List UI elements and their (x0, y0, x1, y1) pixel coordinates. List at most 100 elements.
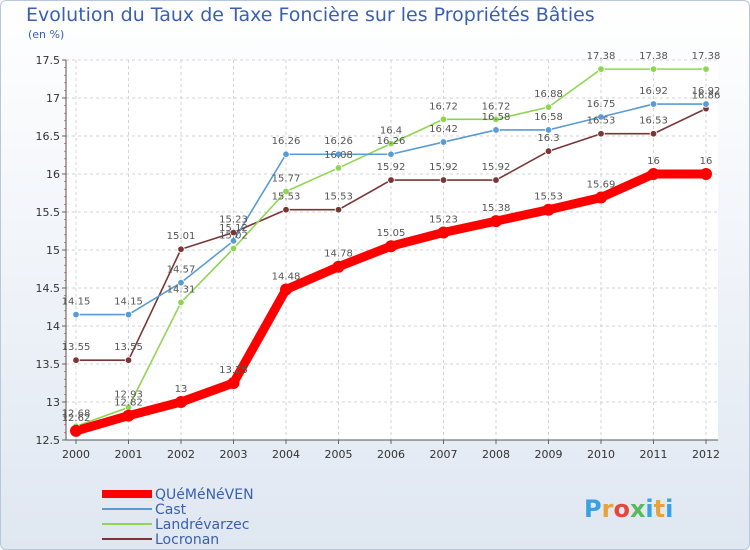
data-label: 17.38 (587, 51, 616, 62)
data-point (542, 203, 555, 216)
data-point (490, 215, 502, 228)
legend-label: QUéMéNéVEN (155, 487, 254, 503)
data-label: 16.4 (380, 126, 402, 137)
y-tick-label: 15 (46, 244, 60, 257)
x-tick-label: 2007 (430, 448, 458, 461)
x-tick-label: 2010 (587, 448, 615, 461)
x-tick-label: 2003 (220, 448, 248, 461)
data-label: 15.53 (534, 192, 563, 203)
x-tick-label: 2011 (640, 448, 668, 461)
data-label: 14.57 (167, 265, 196, 276)
data-point (647, 168, 660, 180)
y-tick-label: 17 (46, 92, 60, 105)
data-point (702, 65, 710, 73)
data-label: 15.92 (482, 162, 511, 173)
data-label: 15.77 (272, 173, 301, 184)
data-label: 14.15 (114, 297, 143, 308)
data-label: 16.58 (534, 112, 563, 123)
data-point (72, 356, 80, 364)
data-label: 16.42 (429, 124, 458, 135)
data-point (544, 147, 553, 155)
x-tick-label: 2005 (325, 448, 353, 461)
data-point (492, 176, 500, 184)
data-label: 14.78 (324, 249, 353, 260)
data-point (334, 164, 343, 172)
logo-text: Proxiti (584, 495, 673, 523)
data-label: 16.72 (482, 101, 511, 112)
data-label: 15.69 (587, 180, 616, 191)
data-label: 15.12 (219, 223, 248, 234)
y-tick-label: 17.5 (36, 54, 61, 67)
data-label: 15.01 (167, 231, 196, 242)
data-label: 14.31 (167, 284, 196, 295)
data-point (649, 65, 658, 73)
data-point (387, 139, 395, 148)
data-point (597, 65, 605, 73)
data-point (334, 206, 343, 214)
data-point (70, 424, 82, 437)
data-point (177, 245, 185, 253)
data-point (177, 278, 185, 287)
data-point (439, 138, 448, 146)
data-label: 15.92 (429, 162, 458, 173)
x-tick-label: 2009 (535, 448, 563, 461)
data-label: 16.26 (324, 136, 353, 147)
data-label: 15.23 (429, 215, 458, 226)
data-label: 16.92 (639, 86, 668, 97)
data-point (597, 113, 605, 121)
data-point (544, 103, 553, 111)
data-point (280, 283, 292, 296)
data-point (700, 168, 712, 180)
data-point (595, 191, 607, 204)
data-point (282, 150, 290, 158)
data-label: 15.53 (324, 192, 353, 203)
data-label: 13.25 (219, 365, 248, 376)
data-label: 16.53 (639, 116, 668, 127)
data-point (122, 409, 135, 422)
data-label: 16 (700, 156, 713, 167)
data-point (175, 396, 187, 408)
data-point (492, 115, 500, 123)
data-label: 12.62 (62, 413, 91, 424)
data-label: 16.26 (272, 136, 301, 147)
x-tick-label: 2000 (62, 448, 90, 461)
x-tick-label: 2001 (115, 448, 143, 461)
data-point (332, 260, 345, 273)
legend-label: Landrévarzec (155, 517, 249, 533)
data-label: 17.38 (639, 51, 668, 62)
y-tick-label: 12.5 (36, 434, 61, 447)
y-tick-label: 14.5 (36, 282, 61, 295)
data-label: 16 (647, 156, 660, 167)
y-tick-label: 16 (46, 168, 60, 181)
data-point (282, 206, 290, 214)
data-label: 16.72 (429, 101, 458, 112)
x-tick-label: 2008 (482, 448, 510, 461)
data-label: 15.53 (272, 192, 301, 203)
data-point (282, 187, 290, 196)
data-label: 12.68 (62, 408, 91, 419)
data-label: 16.92 (692, 86, 721, 97)
data-point (229, 244, 238, 253)
data-point (439, 115, 448, 123)
data-labels: 12.6212.821313.2514.4814.7815.0515.2315.… (62, 51, 721, 424)
data-point (229, 228, 238, 237)
data-point (702, 100, 710, 108)
proxiti-logo: Proxiti (584, 495, 673, 523)
data-label: 15.38 (482, 203, 511, 214)
data-label: 16.3 (537, 133, 559, 144)
y-tick-label: 16.5 (36, 130, 61, 143)
legend-label: Locronan (155, 532, 219, 548)
data-label: 16.88 (534, 89, 563, 100)
data-label: 15.05 (377, 228, 406, 239)
data-point (387, 176, 395, 184)
chart-title: Evolution du Taux de Taxe Foncière sur l… (26, 4, 595, 26)
data-label: 15.92 (377, 162, 406, 173)
y-tick-label: 13 (46, 396, 60, 409)
axes (62, 59, 718, 444)
data-label: 12.82 (114, 398, 143, 409)
data-point (492, 126, 500, 134)
data-point (439, 176, 448, 184)
x-tick-labels: 2000 2001 2002 2003 2004 2005 2006 2007 2008 2009… (62, 448, 720, 461)
data-label: 16.53 (587, 116, 616, 127)
